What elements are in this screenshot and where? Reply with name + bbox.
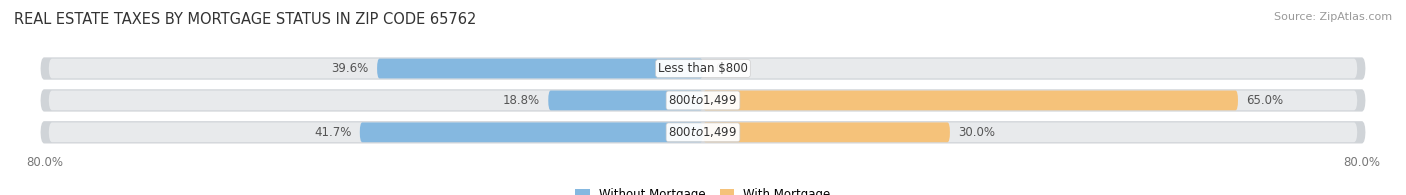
Text: 30.0%: 30.0% [957,126,995,139]
Text: 39.6%: 39.6% [332,62,368,75]
FancyBboxPatch shape [41,121,1365,144]
FancyBboxPatch shape [49,90,1357,110]
FancyBboxPatch shape [41,89,1365,112]
Legend: Without Mortgage, With Mortgage: Without Mortgage, With Mortgage [571,184,835,195]
Text: 18.8%: 18.8% [503,94,540,107]
FancyBboxPatch shape [548,90,703,110]
Text: $800 to $1,499: $800 to $1,499 [668,93,738,107]
FancyBboxPatch shape [703,90,1237,110]
Text: $800 to $1,499: $800 to $1,499 [668,125,738,139]
Text: REAL ESTATE TAXES BY MORTGAGE STATUS IN ZIP CODE 65762: REAL ESTATE TAXES BY MORTGAGE STATUS IN … [14,12,477,27]
FancyBboxPatch shape [703,122,950,142]
Text: 41.7%: 41.7% [314,126,352,139]
FancyBboxPatch shape [49,59,1357,78]
Text: 65.0%: 65.0% [1246,94,1284,107]
FancyBboxPatch shape [41,57,1365,80]
FancyBboxPatch shape [377,59,703,78]
Text: Source: ZipAtlas.com: Source: ZipAtlas.com [1274,12,1392,22]
Text: 0.0%: 0.0% [716,62,745,75]
FancyBboxPatch shape [49,122,1357,142]
FancyBboxPatch shape [360,122,703,142]
Text: Less than $800: Less than $800 [658,62,748,75]
